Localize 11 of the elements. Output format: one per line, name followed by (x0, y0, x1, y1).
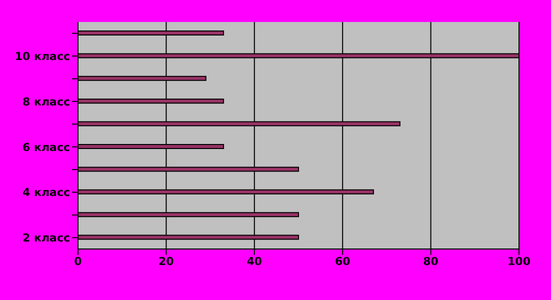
x-tick-label: 20 (158, 254, 174, 268)
y-tick-label: 4 класс (22, 186, 70, 200)
x-tick-label: 80 (423, 254, 439, 268)
x-tick-label: 60 (334, 254, 351, 268)
y-tick-label: 10 класс (14, 50, 70, 63)
y-tick-label: 8 класс (22, 95, 70, 108)
x-tick-label: 100 (508, 254, 531, 268)
y-tick-label: 2 класс (22, 232, 70, 245)
y-tick-label: 6 класс (22, 140, 70, 154)
x-tick-label: 0 (74, 254, 82, 268)
x-tick-label: 40 (246, 254, 262, 268)
